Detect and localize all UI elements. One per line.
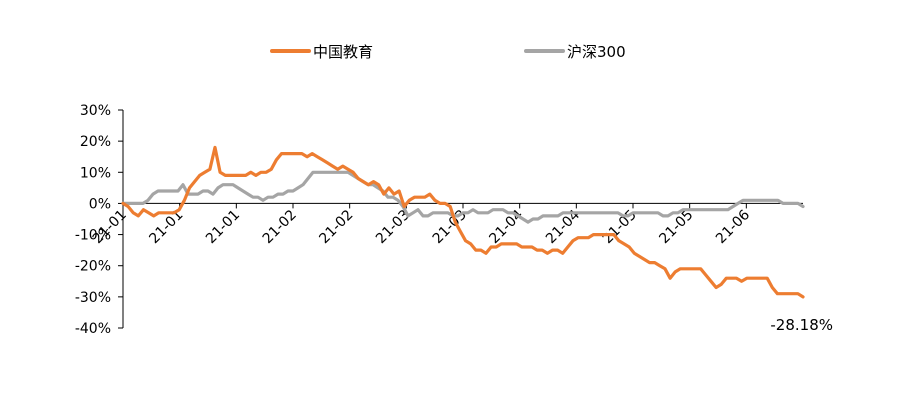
series-line-1	[121, 145, 805, 299]
y-tick-label: -40%	[75, 321, 111, 337]
x-tick-label: 21-01	[203, 207, 243, 247]
y-tick-label: 10%	[80, 165, 111, 181]
legend-label: 沪深300	[567, 43, 626, 61]
y-tick-label: 20%	[80, 134, 111, 150]
series-layer	[121, 145, 805, 299]
y-tick-label: -20%	[75, 259, 111, 275]
y-tick-label: -10%	[75, 228, 111, 244]
y-tick-label: 0%	[89, 196, 111, 212]
end-value-annotation: -28.18%	[770, 316, 833, 334]
annotations: -28.18%	[770, 316, 833, 334]
legend-label: 中国教育	[313, 43, 373, 61]
x-tick-label: 21-02	[316, 207, 356, 247]
axes: 30%20%10%0%-10%-20%-30%-40%21-01 21-01 21-…	[75, 103, 803, 337]
legend: 中国教育 沪深300	[270, 43, 626, 61]
series-line-2	[121, 170, 805, 224]
y-tick-label: 30%	[80, 103, 111, 119]
y-tick-label: -30%	[75, 290, 111, 306]
x-tick-label: 21-02	[260, 207, 300, 247]
x-tick-label: 21-06	[713, 207, 753, 247]
